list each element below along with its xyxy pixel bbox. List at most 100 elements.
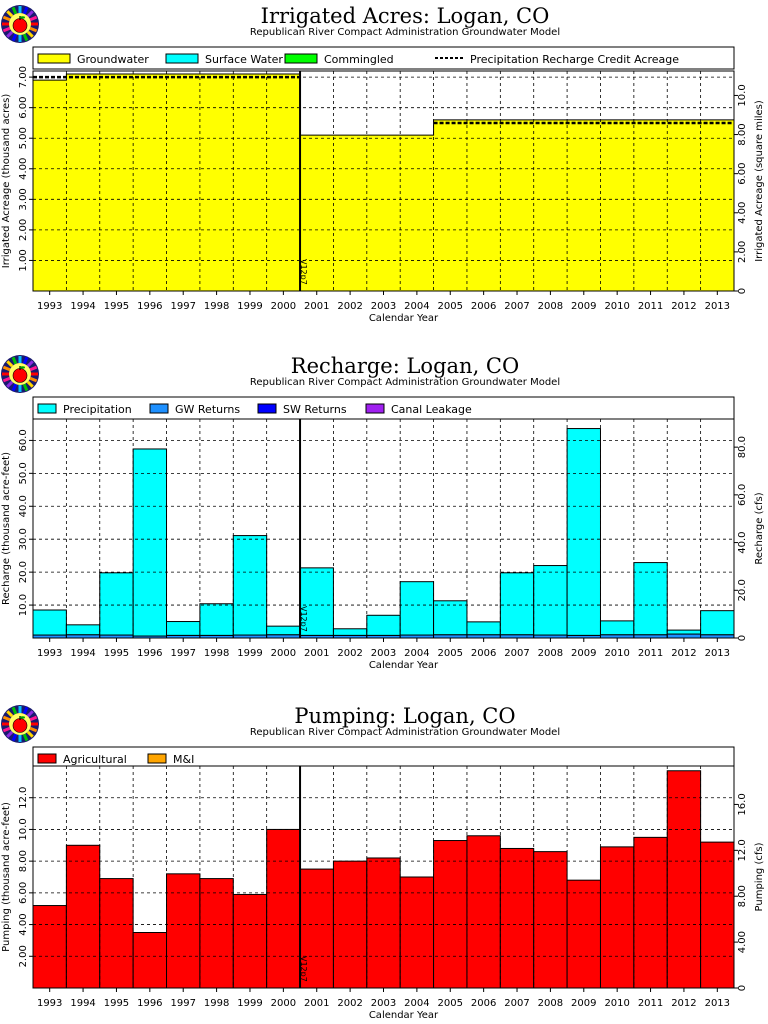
- x-tick-label: 2003: [371, 648, 396, 659]
- y2-tick-label: 0: [737, 288, 748, 294]
- bar-precipitation: [99, 572, 134, 636]
- x-tick-label: 1996: [137, 998, 162, 1009]
- bar-precipitation: [533, 565, 568, 636]
- x-tick-label: 2012: [671, 648, 696, 659]
- x-tick-label: 1997: [170, 301, 195, 312]
- y-tick-label: 4.00: [18, 158, 29, 180]
- x-tick-label: 2012: [671, 998, 696, 1009]
- x-tick-label: 2008: [538, 998, 563, 1009]
- bar-precipitation: [332, 628, 368, 636]
- logo-spoke: [11, 383, 18, 392]
- y2-tick-label: 2.00: [737, 241, 748, 263]
- x-tick-label: 2001: [304, 648, 329, 659]
- y2-tick-label: 40.0: [737, 531, 748, 553]
- logo-spoke: [11, 356, 18, 365]
- logo-spoke: [2, 376, 11, 383]
- x-tick-label: 2009: [571, 648, 596, 659]
- y-tick-label: 6.00: [18, 97, 29, 119]
- legend-label: Groundwater: [77, 53, 149, 66]
- bar-gw-returns: [666, 633, 702, 639]
- bar-agricultural: [566, 879, 601, 989]
- legend-label: Surface Water: [205, 53, 283, 66]
- bar-precipitation: [299, 567, 334, 636]
- bar-agricultural: [232, 893, 268, 989]
- bar-precipitation: [232, 535, 268, 636]
- y2-tick-label: 16.0: [737, 793, 748, 815]
- chart-subtitle: Republican River Compact Administration …: [250, 727, 560, 738]
- logo-spoke: [22, 33, 29, 42]
- logo-spoke: [11, 6, 18, 15]
- bar-precipitation: [700, 610, 735, 636]
- y2-tick-label: 20.0: [737, 579, 748, 601]
- chart-title: Pumping: Logan, CO: [294, 704, 515, 728]
- x-tick-label: 2008: [538, 301, 563, 312]
- chart-subtitle: Republican River Compact Administration …: [250, 27, 560, 38]
- y-tick-label: 5.00: [18, 127, 29, 149]
- legend-box: [32, 46, 735, 70]
- legend-label: Precipitation: [63, 403, 132, 416]
- bar-agricultural: [132, 932, 168, 989]
- logo-spoke: [2, 715, 11, 722]
- x-tick-label: 1995: [104, 998, 129, 1009]
- legend-swatch: [284, 53, 318, 64]
- bar-agricultural: [166, 873, 201, 989]
- x-tick-label: 1996: [137, 301, 162, 312]
- x-tick-label: 1999: [237, 648, 262, 659]
- x-tick-label: 2009: [571, 301, 596, 312]
- logo-spoke: [29, 726, 38, 733]
- x-axis-label: Calendar Year: [369, 660, 439, 671]
- bar-agricultural: [32, 905, 67, 989]
- x-tick-label: 2005: [438, 648, 463, 659]
- y2-tick-label: 0: [737, 985, 748, 991]
- y-tick-label: 1.00: [18, 249, 29, 271]
- x-tick-label: 2012: [671, 301, 696, 312]
- logo-spoke: [22, 6, 29, 15]
- x-tick-label: 1996: [137, 648, 162, 659]
- y2-tick-label: 10.0: [737, 84, 748, 106]
- x-tick-label: 2011: [638, 648, 663, 659]
- bar-agricultural: [499, 847, 535, 989]
- logo-leaf: [20, 366, 25, 369]
- x-tick-label: 2011: [638, 301, 663, 312]
- x-tick-label: 1998: [204, 648, 229, 659]
- legend-swatch: [37, 403, 57, 414]
- bar-precipitation: [266, 625, 301, 636]
- bar-agricultural: [99, 878, 134, 989]
- logo-spoke: [6, 30, 14, 38]
- legend-swatch: [165, 53, 199, 64]
- bar-agricultural: [700, 841, 735, 989]
- logo-spoke: [6, 380, 14, 388]
- logo-spoke: [26, 730, 34, 738]
- bar-agricultural: [199, 878, 234, 989]
- logo-spoke: [11, 706, 18, 715]
- groundwater-area: [32, 73, 735, 292]
- x-tick-label: 1995: [104, 301, 129, 312]
- logo-stem: [19, 716, 21, 720]
- legend-swatch: [365, 403, 385, 414]
- apple-logo-icon: [1, 5, 39, 43]
- x-tick-label: 1999: [237, 301, 262, 312]
- x-axis-label: Calendar Year: [369, 313, 439, 324]
- x-tick-label: 1997: [170, 998, 195, 1009]
- bar-agricultural: [533, 851, 568, 989]
- logo-stem: [19, 366, 21, 370]
- x-tick-label: 2004: [404, 648, 429, 659]
- x-tick-label: 2006: [471, 301, 496, 312]
- x-tick-label: 1993: [37, 301, 62, 312]
- y-tick-label: 8.00: [18, 850, 29, 872]
- y-tick-label: 10.0: [18, 818, 29, 840]
- legend-swatch: [149, 403, 169, 414]
- x-tick-label: 2010: [604, 301, 629, 312]
- y-tick-label: 12.0: [18, 787, 29, 809]
- y-tick-label: 10.0: [18, 594, 29, 616]
- bar-precipitation: [166, 621, 201, 636]
- bar-agricultural: [466, 835, 501, 989]
- x-tick-label: 2009: [571, 998, 596, 1009]
- legend-label: Commingled: [324, 53, 394, 66]
- bar-precipitation: [399, 581, 435, 636]
- chart-title: Recharge: Logan, CO: [291, 354, 519, 378]
- legend-swatch: [37, 53, 71, 64]
- bar-precipitation: [433, 600, 468, 636]
- y-tick-label: 2.00: [18, 945, 29, 967]
